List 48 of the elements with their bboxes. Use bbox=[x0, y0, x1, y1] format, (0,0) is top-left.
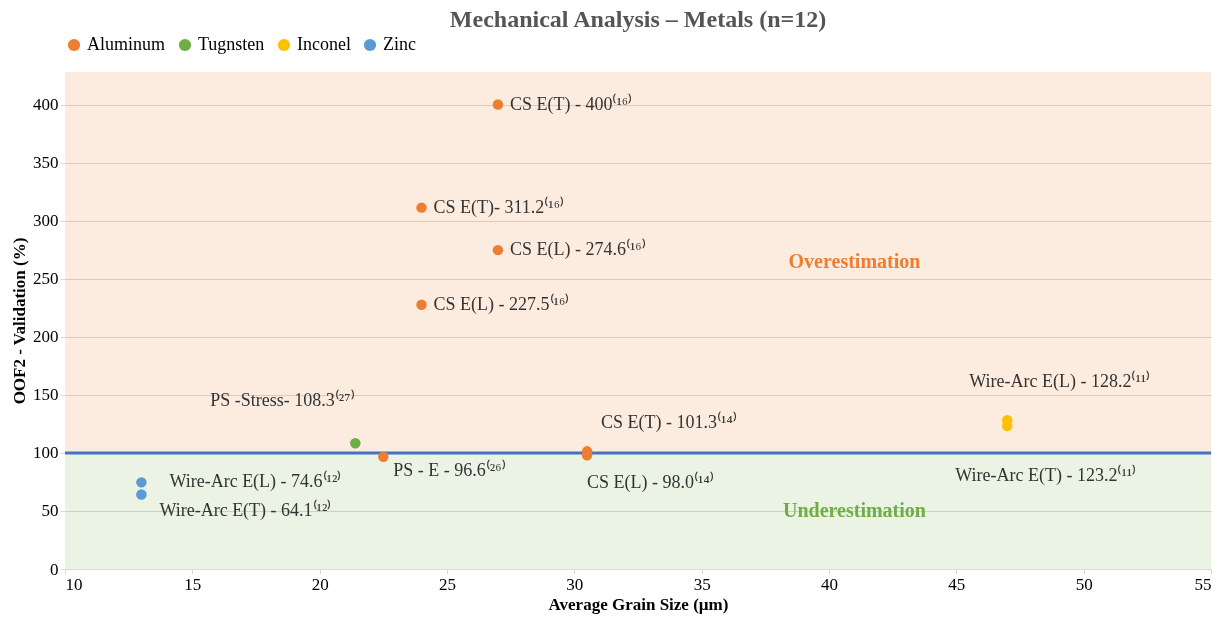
y-tick-label: 50 bbox=[41, 501, 59, 521]
legend-label: Zinc bbox=[383, 34, 416, 54]
x-tick-label: 30 bbox=[566, 574, 584, 594]
annotation: Wire-Arc E(T) - 123.2⁽¹¹⁾ bbox=[955, 463, 1137, 486]
x-tick-label: 25 bbox=[439, 574, 456, 594]
y-axis-title: OOF2 - Validation (%) bbox=[10, 237, 29, 405]
annotation: CS E(L) - 227.5⁽¹⁶⁾ bbox=[433, 292, 570, 315]
point bbox=[136, 489, 147, 500]
y-tick-label: 0 bbox=[50, 559, 59, 579]
x-tick-label: 10 bbox=[65, 574, 83, 594]
y-tick-label: 150 bbox=[33, 385, 59, 405]
x-tick-label: 40 bbox=[821, 574, 838, 594]
x-axis-title: Average Grain Size (µm) bbox=[548, 594, 729, 614]
legend-label: Tugnsten bbox=[198, 34, 265, 54]
annotation: CS E(L) - 98.0⁽¹⁴⁾ bbox=[587, 471, 714, 494]
y-tick-label: 100 bbox=[33, 443, 59, 463]
x-tick-label: 50 bbox=[1075, 574, 1093, 594]
band-label: Underestimation bbox=[782, 498, 926, 521]
annotation: CS E(T)- 311.2⁽¹⁶⁾ bbox=[433, 195, 565, 218]
point bbox=[416, 202, 427, 213]
annotation: PS -Stress- 108.3⁽²⁷⁾ bbox=[210, 389, 355, 411]
y-tick-label: 300 bbox=[33, 211, 59, 231]
annotation: Wire-Arc E(L) - 128.2⁽¹¹⁾ bbox=[969, 370, 1151, 393]
point bbox=[492, 244, 504, 256]
point bbox=[378, 451, 389, 463]
band-label: Overestimation bbox=[788, 250, 921, 273]
x-tick-label: 20 bbox=[311, 574, 329, 594]
annotation: Wire-Arc E(T) - 64.1⁽¹²⁾ bbox=[159, 498, 332, 521]
annotation: Wire-Arc E(L) - 74.6⁽¹²⁾ bbox=[169, 470, 342, 493]
x-tick-label: 35 bbox=[693, 574, 711, 594]
point bbox=[416, 299, 427, 311]
point bbox=[492, 99, 504, 110]
legend-label: Aluminum bbox=[87, 34, 166, 54]
annotation: CS E(L) - 274.6⁽¹⁶⁾ bbox=[509, 238, 646, 261]
point bbox=[136, 477, 147, 488]
chart-title: Mechanical Analysis – Metals (n=12) bbox=[449, 6, 827, 32]
x-tick-label: 55 bbox=[1194, 574, 1212, 594]
x-tick-label: 45 bbox=[948, 574, 966, 594]
annotation: CS E(T) - 101.3⁽¹⁴⁾ bbox=[601, 411, 737, 434]
y-tick-label: 350 bbox=[33, 153, 59, 173]
y-tick-label: 250 bbox=[33, 269, 59, 289]
annotation: PS - E - 96.6⁽²⁶⁾ bbox=[393, 458, 506, 480]
annotation: CS E(T) - 400⁽¹⁶⁾ bbox=[509, 92, 633, 115]
legend-label: Inconel bbox=[297, 34, 351, 54]
point bbox=[350, 438, 361, 449]
y-tick-label: 400 bbox=[33, 95, 59, 115]
x-tick-label: 15 bbox=[184, 574, 202, 594]
y-tick-label: 200 bbox=[33, 327, 59, 347]
